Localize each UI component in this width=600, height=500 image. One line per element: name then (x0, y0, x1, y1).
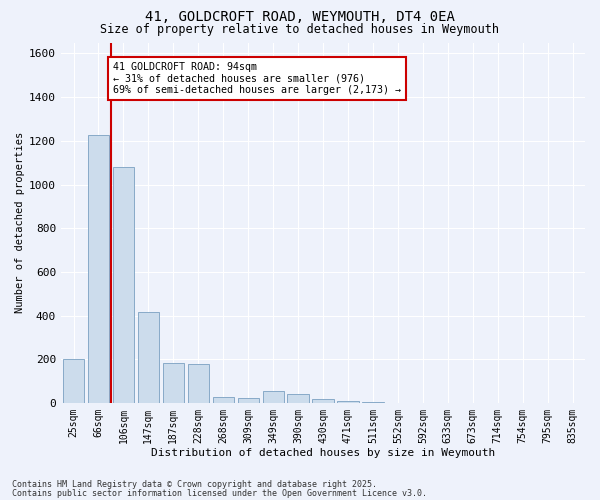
Bar (63, 360, 84, 403)
Bar (88, 136, 109, 403)
X-axis label: Distribution of detached houses by size in Weymouth: Distribution of detached houses by size … (151, 448, 495, 458)
Bar (362, 402, 383, 403)
Bar (138, 312, 159, 403)
Bar (212, 397, 234, 403)
Text: 41 GOLDCROFT ROAD: 94sqm
← 31% of detached houses are smaller (976)
69% of semi-: 41 GOLDCROFT ROAD: 94sqm ← 31% of detach… (113, 62, 401, 96)
Bar (313, 399, 334, 403)
Bar (188, 364, 209, 403)
Bar (113, 167, 134, 403)
Bar (337, 401, 359, 403)
Text: Contains HM Land Registry data © Crown copyright and database right 2025.: Contains HM Land Registry data © Crown c… (12, 480, 377, 489)
Bar (287, 394, 308, 403)
Bar (263, 391, 284, 403)
Bar (238, 398, 259, 403)
Text: Size of property relative to detached houses in Weymouth: Size of property relative to detached ho… (101, 22, 499, 36)
Bar (163, 363, 184, 403)
Y-axis label: Number of detached properties: Number of detached properties (15, 132, 25, 314)
Text: 41, GOLDCROFT ROAD, WEYMOUTH, DT4 0EA: 41, GOLDCROFT ROAD, WEYMOUTH, DT4 0EA (145, 10, 455, 24)
Text: Contains public sector information licensed under the Open Government Licence v3: Contains public sector information licen… (12, 488, 427, 498)
